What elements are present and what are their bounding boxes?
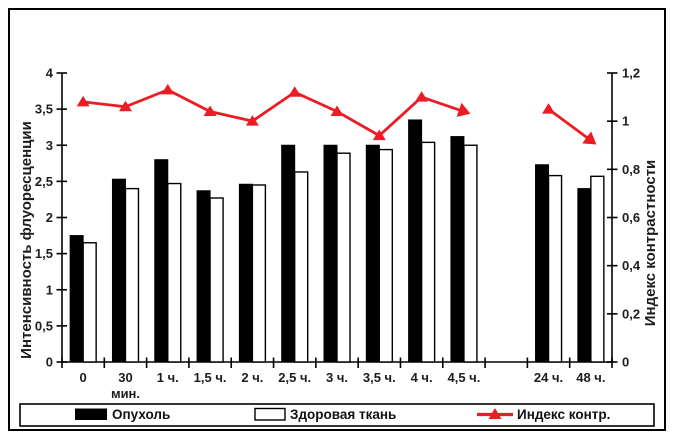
y-left-tick-label: 4	[46, 66, 54, 81]
x-category-label: 24 ч.	[534, 370, 563, 385]
plot-area: 0 0,5 1 1,5 2 2,5 3 3,5 4 0 0,2 0,4 0,6 0,8 1 1,2 0 30 1 ч…	[35, 66, 641, 386]
x-category-label: 2,5 ч.	[278, 370, 311, 385]
legend-label-tumor: Опухоль	[112, 407, 170, 422]
x-category-label: 2 ч.	[241, 370, 263, 385]
healthy-tissue-bar	[124, 187, 140, 363]
tumor-bar	[238, 183, 253, 363]
tumor-bar	[154, 159, 169, 363]
contrast-index-marker	[245, 115, 259, 126]
y-left-tick-label: 0,5	[35, 318, 53, 333]
y-right-tick-label: 0	[622, 355, 629, 370]
left-axis-title: Интенсивность флуоресценции	[18, 121, 35, 359]
y-right-tick-label: 0,6	[622, 210, 640, 225]
x-category-label: 1,5 ч.	[194, 370, 227, 385]
healthy-tissue-bar	[420, 141, 436, 363]
contrast-index-marker	[118, 100, 132, 112]
triangle-marker-icon	[488, 408, 502, 419]
tumor-bar	[281, 144, 296, 363]
x-category-label: 0	[80, 370, 87, 385]
y-left-tick-label: 3	[46, 138, 53, 153]
healthy-tissue-bar	[167, 182, 182, 363]
contrast-index-marker	[542, 103, 556, 114]
healthy-tissue-bar	[251, 184, 267, 363]
healthy-tissue-bar	[336, 152, 351, 363]
healthy-tissue-bar	[378, 148, 394, 363]
contrast-index-line-segment	[547, 107, 592, 142]
y-right-tick-label: 1,2	[622, 66, 640, 81]
legend: Опухоль Здоровая ткань Индекс контр.	[19, 403, 655, 427]
x-category-label: 3,5 ч.	[363, 370, 396, 385]
legend-label-contrast-index: Индекс контр.	[517, 407, 610, 422]
tumor-bar	[577, 188, 592, 363]
x-category-label: 48 ч.	[576, 370, 605, 385]
legend-label-healthy-tissue: Здоровая ткань	[290, 407, 396, 422]
contrast-index-marker	[372, 129, 386, 141]
y-right-tick-label: 1	[622, 114, 629, 129]
x-category-label: 4 ч.	[411, 370, 433, 385]
tumor-bar	[323, 144, 338, 363]
right-axis-title: Индекс контрастности	[642, 160, 659, 327]
x-category-label: 3 ч.	[326, 370, 348, 385]
y-left-tick-label: 1,5	[35, 246, 53, 261]
y-left-tick-label: 3,5	[35, 102, 53, 117]
contrast-index-marker	[203, 105, 217, 117]
tumor-bar	[450, 136, 465, 363]
x-axis-sublabel: мин.	[111, 386, 140, 401]
tumor-bar	[69, 235, 84, 363]
y-right-tick-label: 0,8	[622, 162, 640, 177]
contrast-index-marker	[288, 86, 302, 97]
contrast-index-marker	[330, 105, 344, 117]
tumor-bar	[196, 190, 211, 363]
y-right-tick-label: 0,2	[622, 306, 640, 321]
contrast-index-marker	[161, 83, 175, 95]
healthy-tissue-bar	[590, 175, 605, 363]
x-category-label: 30	[118, 370, 132, 385]
y-left-tick-label: 1	[46, 282, 53, 297]
healthy-tissue-bar	[209, 197, 224, 363]
x-category-label: 4,5 ч.	[448, 370, 481, 385]
contrast-index-marker	[456, 102, 471, 117]
y-right-tick-label: 0,4	[622, 258, 641, 273]
contrast-index-marker	[76, 95, 90, 107]
healthy-tissue-bar	[547, 174, 563, 363]
tumor-bar	[535, 164, 550, 363]
tumor-bar	[365, 144, 380, 363]
y-left-tick-label: 2	[46, 210, 53, 225]
tumor-bar	[111, 178, 126, 363]
contrast-index-marker	[415, 91, 429, 102]
y-left-tick-label: 0	[46, 355, 53, 370]
healthy-tissue-swatch-icon	[254, 407, 286, 421]
contrast-index-marker	[582, 131, 597, 145]
tumor-swatch-icon	[75, 408, 107, 420]
x-category-label: 1 ч.	[157, 370, 179, 385]
healthy-tissue-bar	[463, 144, 478, 363]
healthy-tissue-bar	[293, 171, 309, 363]
y-left-tick-label: 2,5	[35, 174, 53, 189]
healthy-tissue-bar	[82, 242, 97, 363]
tumor-bar	[408, 119, 423, 363]
contrast-index-line-segment	[82, 88, 465, 138]
